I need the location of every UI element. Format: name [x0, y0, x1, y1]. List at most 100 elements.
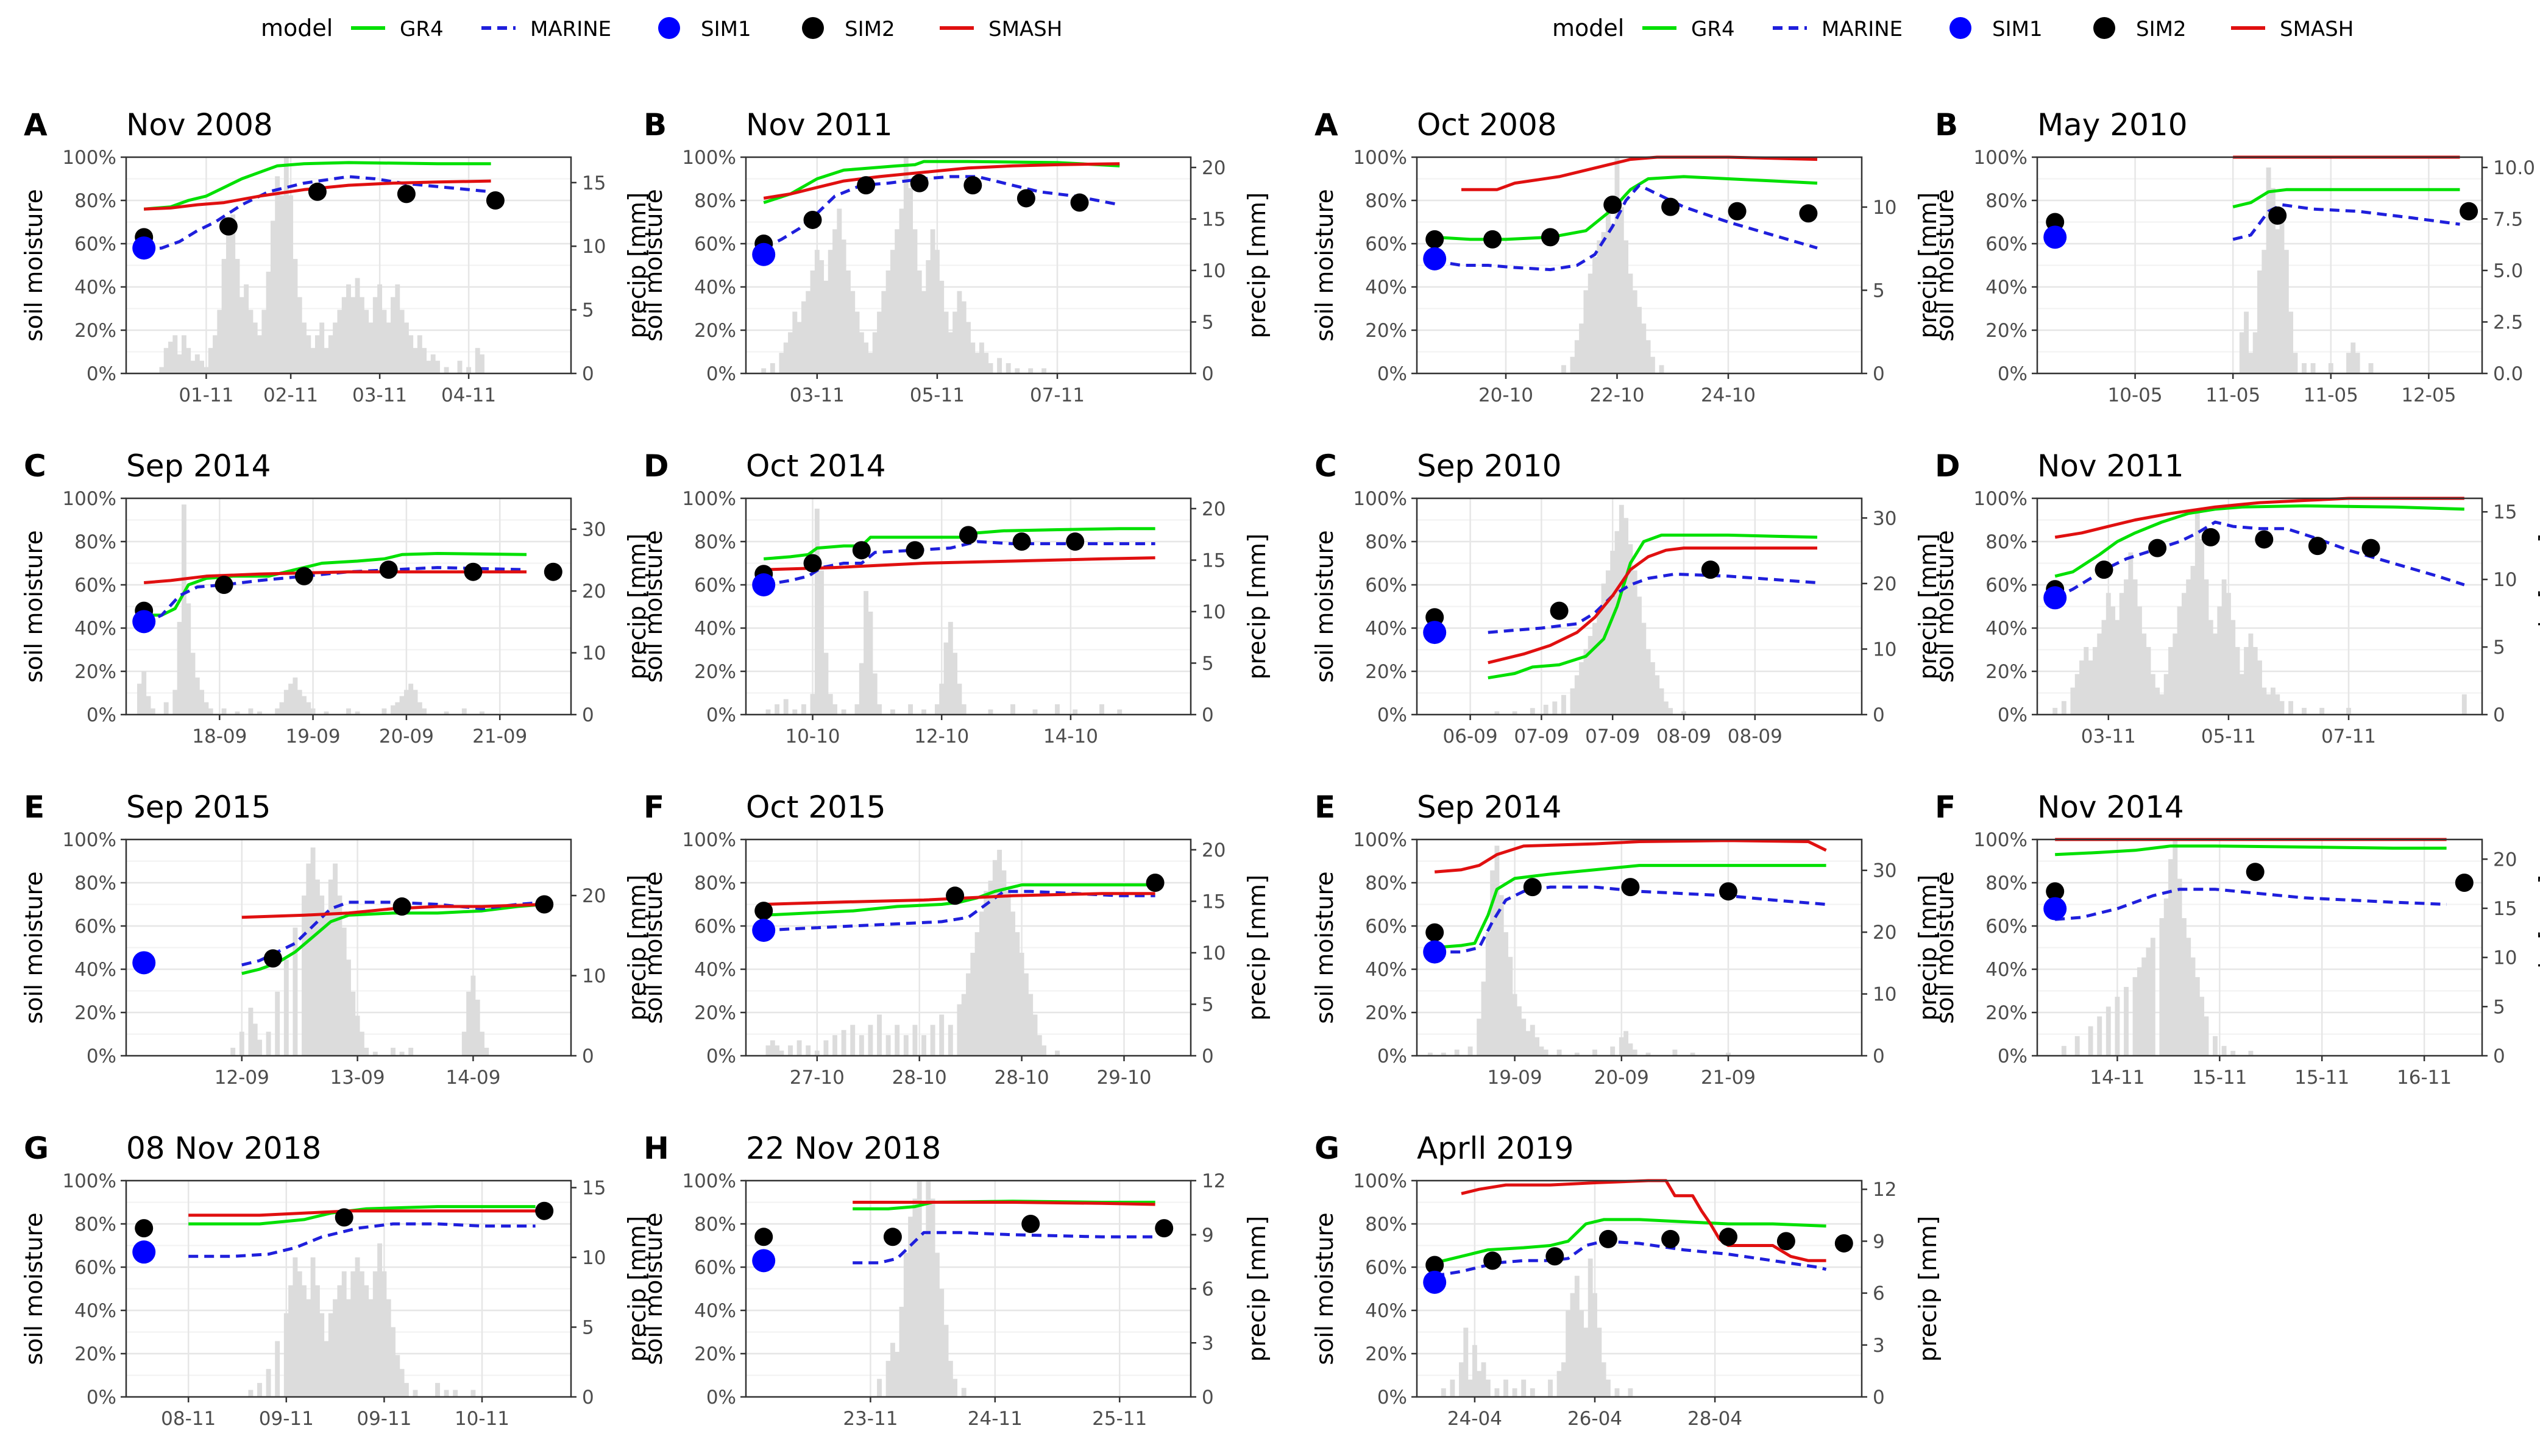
- y-left-tick-label: 80%: [1985, 531, 2027, 553]
- precip-bar: [921, 1234, 926, 1397]
- sim2-point: [535, 1201, 554, 1220]
- precip-bar: [399, 696, 405, 715]
- precip-bar: [399, 309, 405, 373]
- precip-bar: [903, 157, 909, 373]
- precip-bar: [480, 354, 484, 373]
- precip-bar: [966, 322, 971, 373]
- y-left-tick-label: 40%: [1985, 618, 2027, 640]
- precip-bar: [1512, 994, 1517, 1056]
- precip-bar: [235, 259, 240, 373]
- precip-bar: [461, 1031, 467, 1056]
- precip-bar: [1583, 290, 1589, 373]
- y-left-tick-label: 0%: [1377, 1387, 1407, 1408]
- precip-bar: [2239, 332, 2244, 373]
- precip-bar: [1645, 1052, 1651, 1056]
- precip-bar: [1623, 518, 1629, 715]
- panel-letter: C: [24, 448, 46, 484]
- y-left-tick-label: 0%: [1377, 363, 1407, 385]
- precip-bar: [2186, 579, 2191, 715]
- y-right-tick-label: 15: [1202, 891, 1226, 913]
- panel-border: [1416, 497, 1863, 716]
- x-tick-label: 28-10: [995, 1067, 1049, 1089]
- precip-bar: [823, 652, 829, 715]
- precip-bar: [2084, 647, 2089, 715]
- sim2-point: [1541, 228, 1559, 247]
- precip-bar: [310, 1257, 316, 1397]
- x-tick-label: 03-11: [352, 384, 407, 406]
- precip-bar: [1623, 240, 1629, 373]
- panel-letter: G: [24, 1131, 49, 1166]
- precip-bar: [1645, 340, 1651, 373]
- precip-bar: [461, 708, 467, 715]
- precip-bar: [1494, 711, 1500, 715]
- precip-bar: [1614, 531, 1620, 715]
- y-left-title: soil moisture: [21, 1212, 48, 1365]
- precip-bar: [890, 1343, 895, 1397]
- sim2-point: [295, 567, 313, 585]
- y-left-tick-label: 20%: [1985, 1002, 2027, 1024]
- panel-border: [125, 156, 572, 375]
- precip-bar: [314, 335, 320, 373]
- y-left-tick-label: 100%: [62, 147, 116, 169]
- x-tick-label: 10-10: [785, 726, 840, 747]
- precip-bar: [235, 711, 240, 715]
- legend-key-sim2: [2093, 17, 2115, 39]
- sim2-point: [219, 217, 238, 236]
- precip-bar: [1010, 704, 1015, 715]
- precip-bar: [765, 709, 771, 715]
- precip-bar: [2092, 647, 2098, 715]
- precip-bar: [1427, 1052, 1433, 1056]
- precip-bar: [163, 702, 169, 715]
- precip-bar: [283, 959, 289, 1056]
- y-right-tick-label: 0: [2493, 1045, 2505, 1067]
- precip-bar: [1028, 994, 1034, 1056]
- precip-bar: [841, 1030, 846, 1056]
- precip-bar: [961, 1388, 967, 1397]
- y-left-tick-label: 60%: [1365, 916, 1407, 938]
- x-tick-label: 18-09: [192, 726, 247, 747]
- y-left-tick-label: 100%: [682, 488, 736, 510]
- sim2-point: [215, 576, 233, 594]
- precip-bar: [225, 233, 231, 373]
- y-left-tick-label: 60%: [694, 574, 736, 596]
- precip-bar: [239, 297, 244, 373]
- sim2-point: [1621, 878, 1640, 897]
- precip-bar: [337, 1285, 342, 1397]
- y-left-tick-label: 100%: [1353, 147, 1407, 169]
- precip-bar: [391, 1047, 396, 1056]
- precip-bar: [444, 1390, 449, 1397]
- y-left-tick-label: 80%: [1985, 190, 2027, 212]
- precip-bar: [355, 1257, 360, 1397]
- y-right-tick-label: 5: [2493, 637, 2505, 659]
- precip-bar: [457, 361, 463, 373]
- x-tick-label: 12-10: [914, 726, 969, 747]
- precip-bar: [2137, 606, 2142, 715]
- y-right-title: precip [mm]: [1915, 534, 1942, 680]
- sim2-point: [379, 560, 398, 579]
- precip-bar: [177, 621, 182, 715]
- precip-bar: [2252, 647, 2258, 715]
- precip-bar: [2132, 977, 2138, 1056]
- precip-bar: [1459, 1362, 1464, 1397]
- panel-letter: F: [644, 790, 664, 825]
- precip-bar: [244, 284, 249, 373]
- precip-bar: [2226, 593, 2231, 715]
- precip-bar: [364, 1047, 369, 1056]
- precip-bar: [1668, 708, 1673, 715]
- precip-bar: [1588, 635, 1593, 715]
- y-left-tick-label: 80%: [694, 872, 736, 894]
- y-left-title: soil moisture: [21, 871, 48, 1023]
- precip-bar: [1477, 1019, 1482, 1056]
- series-line-gr4: [1434, 1218, 1826, 1265]
- precip-bar: [1508, 956, 1513, 1056]
- precip-bar: [324, 711, 329, 715]
- precip-bar: [877, 1379, 882, 1397]
- y-right-tick-label: 0: [582, 1387, 594, 1408]
- precip-bar: [885, 270, 891, 373]
- precip-bar: [350, 1271, 356, 1397]
- precip-bar: [997, 358, 1002, 373]
- precip-bar: [868, 1025, 873, 1056]
- precip-bar: [2248, 353, 2254, 373]
- y-right-tick-label: 9: [1202, 1225, 1214, 1246]
- precip-bar: [801, 301, 806, 373]
